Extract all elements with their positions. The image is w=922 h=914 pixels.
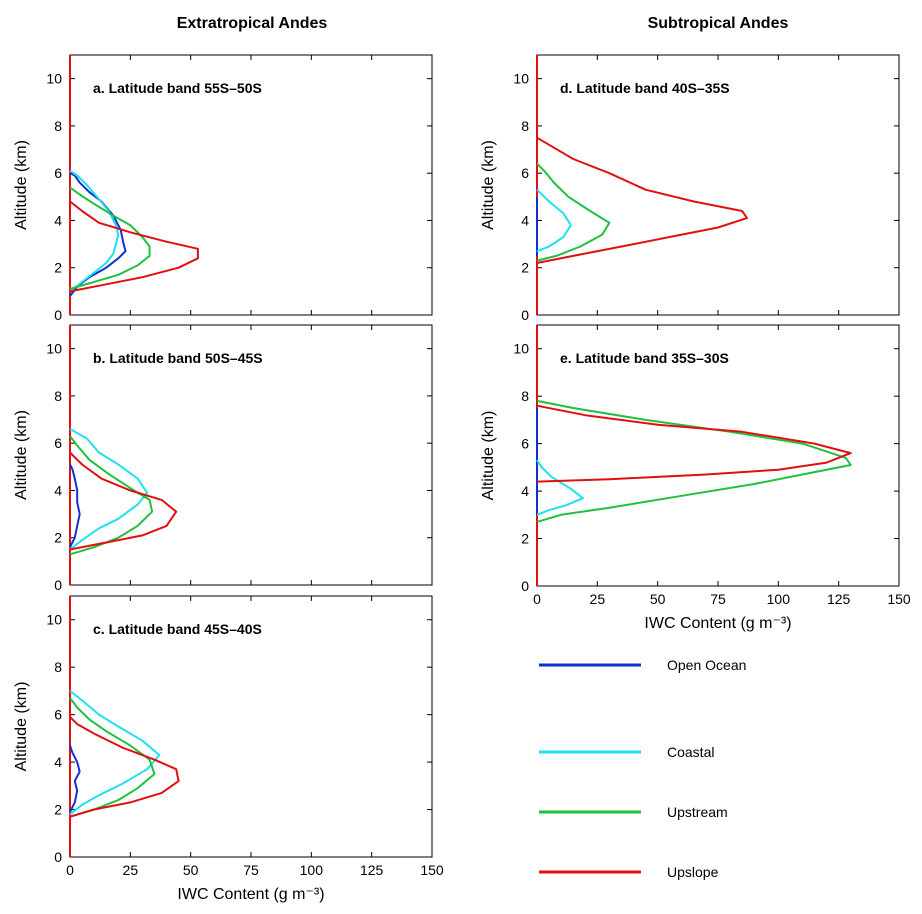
- y-tick-label: 8: [54, 388, 62, 404]
- y-axis-label: Altitude (km): [13, 410, 30, 500]
- panel-title: b. Latitude band 50S–45S: [93, 350, 263, 366]
- x-tick-label: 75: [710, 591, 726, 607]
- y-tick-label: 8: [521, 388, 529, 404]
- series-line-upslope: [69, 716, 180, 818]
- y-tick-label: 8: [521, 118, 529, 134]
- y-axis-label: Altitude (km): [13, 682, 30, 772]
- series-line-upslope: [69, 451, 178, 551]
- series-line-open-ocean: [69, 172, 127, 297]
- series-line-coastal: [69, 428, 149, 551]
- x-axis-label: IWC Content (g m⁻³): [177, 886, 324, 903]
- x-tick-label: 0: [66, 862, 74, 878]
- y-tick-label: 0: [54, 849, 62, 865]
- series-line-coastal: [536, 459, 584, 516]
- panel-d: 0 2 4 6 8 10 Altitude (km) d. Latitude band 40S…: [480, 54, 900, 323]
- panel-title: d. Latitude band 40S–35S: [560, 80, 730, 96]
- x-tick-label: 50: [183, 862, 199, 878]
- y-tick-label: 4: [54, 482, 62, 498]
- y-tick-label: 10: [46, 341, 62, 357]
- y-axis-label: Altitude (km): [480, 411, 497, 501]
- panel-a: 0 2 4 6 8 10 Altitude (km) a. Latitude band 55S…: [13, 54, 433, 323]
- y-tick-label: 10: [46, 71, 62, 87]
- y-tick-label: 0: [521, 307, 529, 323]
- legend-label-upslope: Upslope: [667, 864, 719, 880]
- y-tick-label: 0: [54, 577, 62, 593]
- y-tick-label: 4: [54, 754, 62, 770]
- panels: 0 2 4 6 8 10 Altitude (km) a. Latitude band 55S…: [13, 54, 911, 903]
- x-tick-label: 100: [300, 862, 324, 878]
- column-title-extratropical: Extratropical Andes: [177, 15, 328, 32]
- series-line-upslope: [69, 200, 199, 293]
- x-tick-label: 25: [123, 862, 139, 878]
- series-line-upslope: [536, 404, 852, 483]
- y-tick-label: 10: [46, 612, 62, 628]
- x-tick-label: 25: [590, 591, 606, 607]
- y-tick-label: 10: [513, 341, 529, 357]
- x-axis-label: IWC Content (g m⁻³): [644, 615, 791, 632]
- series-line-coastal: [536, 188, 572, 253]
- legend-label-open-ocean: Open Ocean: [667, 657, 746, 673]
- x-tick-label: 125: [360, 862, 384, 878]
- panel-b: 0 2 4 6 8 10 Altitude (km) b. Latitude band 50S…: [13, 324, 433, 593]
- x-tick-label: 150: [887, 591, 911, 607]
- y-tick-label: 6: [521, 436, 529, 452]
- y-tick-label: 6: [54, 707, 62, 723]
- series-line-open-ocean: [69, 745, 81, 813]
- y-tick-label: 10: [513, 71, 529, 87]
- series-line-upstream: [536, 162, 611, 262]
- x-tick-label: 75: [243, 862, 259, 878]
- column-title-subtropical: Subtropical Andes: [648, 15, 789, 32]
- legend: Open Ocean Coastal Upstream Upslope: [539, 657, 746, 880]
- y-axis-label: Altitude (km): [480, 140, 497, 230]
- series-line-upstream: [536, 399, 852, 523]
- series-line-upstream: [69, 697, 156, 818]
- legend-label-upstream: Upstream: [667, 804, 728, 820]
- y-tick-label: 6: [54, 435, 62, 451]
- y-tick-label: 2: [521, 531, 529, 547]
- y-tick-label: 6: [521, 165, 529, 181]
- series-line-upslope: [536, 136, 748, 264]
- y-tick-label: 4: [521, 212, 529, 228]
- y-tick-label: 2: [521, 260, 529, 276]
- series-line-open-ocean: [69, 464, 81, 548]
- y-tick-label: 0: [521, 578, 529, 594]
- x-tick-label: 50: [650, 591, 666, 607]
- y-tick-label: 2: [54, 530, 62, 546]
- x-tick-label: 150: [420, 862, 444, 878]
- x-tick-label: 100: [767, 591, 791, 607]
- panel-title: a. Latitude band 55S–50S: [93, 80, 262, 96]
- y-tick-label: 2: [54, 802, 62, 818]
- y-axis-label: Altitude (km): [13, 140, 30, 230]
- panel-e: 0 25 50 75 100 125 150 0 2 4 6 8 10 Altitude (km) IWC …: [480, 324, 911, 632]
- y-tick-label: 0: [54, 307, 62, 323]
- y-tick-label: 4: [521, 483, 529, 499]
- legend-label-coastal: Coastal: [667, 744, 714, 760]
- panel-title: e. Latitude band 35S–30S: [560, 350, 729, 366]
- panel-title: c. Latitude band 45S–40S: [93, 621, 262, 637]
- y-tick-label: 6: [54, 165, 62, 181]
- y-tick-label: 8: [54, 118, 62, 134]
- series-line-coastal: [69, 169, 120, 293]
- y-tick-label: 8: [54, 659, 62, 675]
- y-tick-label: 2: [54, 260, 62, 276]
- panel-c: 0 25 50 75 100 125 150 0 2 4 6 8 10 Altitude (km) IWC …: [13, 595, 444, 903]
- series-line-coastal: [69, 690, 161, 816]
- y-tick-label: 4: [54, 212, 62, 228]
- x-tick-label: 0: [533, 591, 541, 607]
- x-tick-label: 125: [827, 591, 851, 607]
- series-line-upstream: [69, 186, 151, 290]
